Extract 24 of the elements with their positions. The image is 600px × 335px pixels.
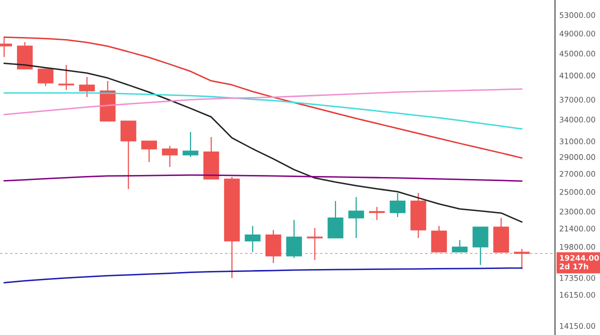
line-series bbox=[3, 267, 523, 284]
candlestick bbox=[348, 196, 364, 239]
candlestick bbox=[369, 206, 385, 220]
candlestick bbox=[38, 68, 54, 87]
candlestick bbox=[452, 239, 468, 252]
candlestick bbox=[58, 64, 74, 91]
candlestick bbox=[244, 225, 261, 252]
candlestick bbox=[79, 76, 95, 98]
candlestick bbox=[472, 226, 488, 266]
candlestick bbox=[514, 248, 530, 270]
line-series bbox=[3, 92, 523, 130]
candlestick bbox=[286, 219, 302, 259]
candlestick bbox=[306, 227, 323, 261]
candlestick bbox=[328, 200, 344, 239]
candlestick bbox=[182, 131, 198, 158]
candlestick bbox=[141, 140, 157, 163]
candlestick bbox=[390, 192, 406, 218]
line-series bbox=[3, 36, 523, 159]
candlestick bbox=[16, 41, 33, 70]
candlestick bbox=[265, 229, 282, 264]
candlestick bbox=[120, 120, 136, 190]
candlestick bbox=[431, 225, 447, 252]
line-series bbox=[3, 88, 523, 116]
candlestick bbox=[162, 145, 178, 168]
